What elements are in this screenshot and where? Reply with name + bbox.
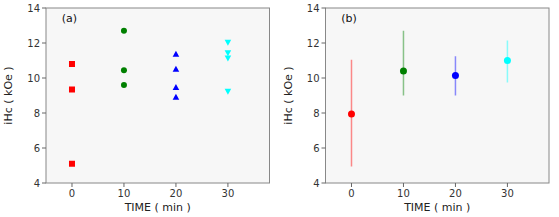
x-tick-label: 20 [449, 188, 462, 199]
y-tick-label: 8 [313, 108, 319, 119]
x-tick-label: 10 [118, 188, 131, 199]
y-tick [322, 113, 326, 114]
x-tick [227, 183, 228, 187]
x-tick [71, 183, 72, 187]
y-tick-label: 10 [307, 73, 320, 84]
x-tick-label: 30 [222, 188, 235, 199]
y-tick [42, 8, 46, 9]
y-tick [42, 113, 46, 114]
x-tick-label: 10 [397, 188, 410, 199]
error-bar-low [403, 71, 405, 96]
y-tick [42, 78, 46, 79]
error-bar-high [403, 31, 405, 71]
panel-label: (a) [62, 12, 77, 25]
y-tick-label: 8 [34, 108, 40, 119]
y-tick [42, 43, 46, 44]
point [225, 40, 232, 46]
y-axis-label: iHc ( kOe ) [282, 66, 295, 124]
error-bar-high [351, 60, 353, 114]
point [121, 82, 127, 88]
x-tick [123, 183, 124, 187]
y-tick [322, 148, 326, 149]
point [173, 94, 180, 100]
point [69, 61, 75, 67]
y-tick-label: 6 [34, 143, 40, 154]
marks [348, 31, 511, 167]
plot-frame [46, 8, 270, 183]
y-tick-label: 14 [307, 3, 320, 14]
y-tick [42, 148, 46, 149]
y-tick [42, 183, 46, 184]
x-axis-label: TIME ( min ) [403, 201, 470, 214]
point [69, 86, 75, 92]
marks [69, 28, 231, 167]
y-tick-label: 14 [27, 3, 40, 14]
point [173, 51, 180, 57]
y-tick-label: 12 [27, 38, 40, 49]
point [69, 161, 75, 167]
x-tick-label: 0 [348, 188, 354, 199]
point [452, 72, 459, 79]
x-tick [455, 183, 456, 187]
y-tick-label: 4 [34, 178, 40, 189]
panel-label: (b) [341, 12, 357, 25]
x-tick [175, 183, 176, 187]
error-bar-low [351, 114, 353, 167]
x-tick-label: 0 [69, 188, 75, 199]
x-tick [351, 183, 352, 187]
x-tick-label: 20 [170, 188, 183, 199]
y-axis-label: iHc ( kOe ) [2, 66, 15, 124]
point [348, 110, 355, 117]
point [504, 57, 511, 64]
y-tick-label: 10 [27, 73, 40, 84]
y-tick [322, 8, 326, 9]
y-tick [322, 183, 326, 184]
point [225, 50, 232, 56]
x-tick [507, 183, 508, 187]
y-tick-label: 4 [313, 178, 319, 189]
point [173, 84, 180, 90]
point [400, 68, 407, 75]
point [121, 67, 127, 73]
panel: 4 6 8 10 12 14 0 10 20 30 TIME ( min ) iHc ( kOe ) (… [2, 3, 270, 215]
y-tick-label: 12 [307, 38, 320, 49]
x-axis-label: TIME ( min ) [124, 201, 191, 214]
x-tick-label: 30 [501, 188, 514, 199]
plot-frame [326, 8, 550, 183]
point [121, 28, 127, 34]
y-tick [322, 78, 326, 79]
figure: 4 6 8 10 12 14 0 10 20 30 TIME ( min ) iHc ( kOe ) (… [0, 0, 559, 217]
x-tick [403, 183, 404, 187]
point [225, 55, 232, 61]
y-tick [322, 43, 326, 44]
y-tick-label: 6 [313, 143, 319, 154]
panel: 4 6 8 10 12 14 0 10 20 30 TIME ( min ) iHc ( kOe ) (… [282, 3, 550, 215]
point [173, 66, 180, 72]
point [225, 89, 232, 95]
